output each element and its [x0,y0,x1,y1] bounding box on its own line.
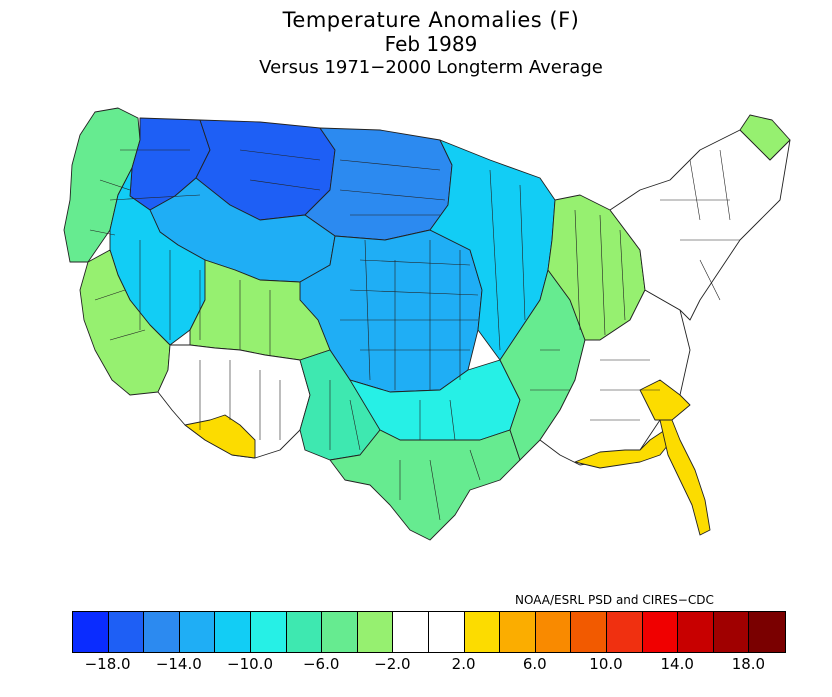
legend-swatch [144,612,180,652]
map-title: Temperature Anomalies (F) [282,8,580,32]
legend-tick-label: −14.0 [155,655,202,673]
division-line [449,399,456,441]
legend-swatch [606,612,643,652]
division-line [359,259,471,266]
division-line [519,184,526,321]
legend-tick-label: 14.0 [660,655,694,673]
division-line [574,209,581,331]
legend-swatch [713,612,750,652]
division-line [239,149,321,161]
map-subtitle-baseline: Versus 1971−2000 Longterm Average [259,57,603,78]
division-line [94,289,126,301]
legend-swatch [393,612,429,652]
division-line [249,179,321,191]
division-line [719,149,731,221]
legend-tick-label: 2.0 [451,655,476,673]
legend-swatch [179,612,216,652]
region-florida-east-warm [659,419,711,536]
legend-tick-label: −2.0 [374,655,411,673]
us-map [63,107,791,541]
legend-swatch [357,612,394,652]
legend-swatch [642,612,679,652]
legend-ticks: −18.0 −14.0 −10.0 −6.0 −2.0 2.0 6.0 10.0 14.0 18.… [0,655,832,677]
division-line [109,329,146,341]
color-legend [72,611,786,653]
legend-tick-label: 10.0 [589,655,623,673]
division-line [99,179,131,191]
legend-swatch [678,612,714,652]
legend-swatch [464,612,501,652]
legend-swatch [535,612,572,652]
division-line [89,229,116,236]
legend-tick-label: −6.0 [302,655,340,673]
legend-swatch [500,612,536,652]
division-line [599,214,606,336]
legend-swatch [322,612,358,652]
division-line [364,239,371,381]
division-line [619,229,626,321]
region-arizona-warm [184,414,256,459]
legend-swatch [73,612,109,652]
legend-swatch [571,612,607,652]
division-line [469,449,481,481]
legend-swatch [286,612,323,652]
division-line [339,159,441,171]
region-northwest-coast [63,107,141,263]
legend-swatch [428,612,465,652]
data-credit: NOAA/ESRL PSD and CIRES−CDC [515,593,714,607]
division-line [429,459,441,521]
region-maine [739,114,791,161]
map-subtitle: Feb 1989 [384,32,478,56]
division-line [489,169,501,351]
title-block: Temperature Anomalies (F) Feb 1989 Versu… [0,8,832,80]
division-line [689,159,701,221]
legend-tick-label: 18.0 [731,655,766,673]
legend-swatch [108,612,145,652]
legend-tick-label: −18.0 [84,655,131,673]
legend-swatch [215,612,251,652]
legend-swatch [749,612,785,652]
legend-tick-label: 6.0 [522,655,547,673]
legend-tick-label: −10.0 [227,655,273,673]
division-line [339,189,446,201]
division-line [109,194,201,201]
division-line [349,399,361,451]
legend-swatch [250,612,287,652]
division-line [699,259,721,301]
division-line [349,289,479,296]
